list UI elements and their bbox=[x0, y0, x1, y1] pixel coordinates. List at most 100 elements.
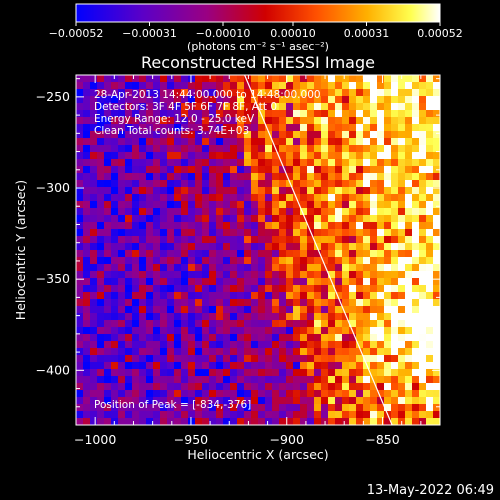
heatmap-cell bbox=[251, 82, 259, 90]
heatmap-cell bbox=[433, 292, 440, 300]
heatmap-cell bbox=[335, 124, 343, 132]
heatmap-cell bbox=[335, 334, 343, 342]
heatmap-cell bbox=[258, 411, 266, 419]
heatmap-cell bbox=[307, 208, 315, 216]
heatmap-cell bbox=[286, 215, 294, 223]
heatmap-cell bbox=[167, 201, 175, 209]
heatmap-cell bbox=[118, 166, 126, 174]
heatmap-cell bbox=[216, 222, 224, 230]
heatmap-cell bbox=[202, 369, 210, 377]
heatmap-cell bbox=[384, 96, 392, 104]
heatmap-cell bbox=[132, 292, 140, 300]
heatmap-cell bbox=[230, 264, 238, 272]
heatmap-cell bbox=[202, 397, 210, 405]
heatmap-cell bbox=[258, 362, 266, 370]
heatmap-cell bbox=[384, 110, 392, 118]
heatmap-cell bbox=[335, 264, 343, 272]
heatmap-cell bbox=[419, 348, 427, 356]
heatmap-cell bbox=[349, 96, 357, 104]
heatmap-cell bbox=[104, 222, 112, 230]
heatmap-cell bbox=[104, 180, 112, 188]
heatmap-cell bbox=[314, 159, 322, 167]
heatmap-cell bbox=[83, 236, 91, 244]
heatmap-cell bbox=[160, 243, 168, 251]
heatmap-cell bbox=[146, 117, 154, 125]
heatmap-cell bbox=[118, 327, 126, 335]
heatmap-cell bbox=[104, 341, 112, 349]
heatmap-cell bbox=[104, 159, 112, 167]
heatmap-cell bbox=[104, 75, 112, 83]
heatmap-cell bbox=[76, 159, 84, 167]
heatmap-cell bbox=[426, 250, 434, 258]
heatmap-cell bbox=[153, 138, 161, 146]
heatmap-cell bbox=[321, 397, 329, 405]
heatmap-cell bbox=[76, 187, 84, 195]
heatmap-cell bbox=[90, 334, 98, 342]
heatmap-cell bbox=[384, 271, 392, 279]
heatmap-cell bbox=[216, 89, 224, 97]
heatmap-cell bbox=[293, 187, 301, 195]
heatmap-cell bbox=[279, 117, 287, 125]
heatmap-cell bbox=[307, 313, 315, 321]
heatmap-cell bbox=[370, 159, 378, 167]
heatmap-cell bbox=[167, 131, 175, 139]
heatmap-cell bbox=[293, 404, 301, 412]
heatmap-cell bbox=[188, 152, 196, 160]
heatmap-cell bbox=[83, 166, 91, 174]
heatmap-cell bbox=[230, 362, 238, 370]
heatmap-cell bbox=[286, 194, 294, 202]
heatmap-cell bbox=[356, 96, 364, 104]
heatmap-cell bbox=[335, 383, 343, 391]
heatmap-cell bbox=[293, 180, 301, 188]
heatmap-cell bbox=[125, 208, 133, 216]
heatmap-cell bbox=[202, 341, 210, 349]
heatmap-cell bbox=[265, 152, 273, 160]
heatmap-cell bbox=[125, 243, 133, 251]
heatmap-cell bbox=[265, 369, 273, 377]
heatmap-cell bbox=[160, 159, 168, 167]
heatmap-cell bbox=[146, 404, 154, 412]
heatmap-cell bbox=[209, 180, 217, 188]
heatmap-cell bbox=[97, 362, 105, 370]
heatmap-cell bbox=[216, 313, 224, 321]
heatmap-cell bbox=[146, 292, 154, 300]
heatmap-cell bbox=[342, 180, 350, 188]
heatmap-cell bbox=[251, 411, 259, 419]
heatmap-cell bbox=[412, 264, 420, 272]
heatmap-cell bbox=[307, 201, 315, 209]
heatmap-cell bbox=[342, 355, 350, 363]
heatmap-cell bbox=[153, 243, 161, 251]
heatmap-cell bbox=[398, 229, 406, 237]
heatmap-cell bbox=[426, 180, 434, 188]
heatmap-cell bbox=[209, 131, 217, 139]
heatmap-cell bbox=[265, 411, 273, 419]
heatmap-cell bbox=[370, 173, 378, 181]
heatmap-cell bbox=[286, 180, 294, 188]
heatmap-cell bbox=[426, 390, 434, 398]
heatmap-cell bbox=[258, 82, 266, 90]
heatmap-cell bbox=[356, 131, 364, 139]
heatmap-cell bbox=[314, 180, 322, 188]
heatmap-cell bbox=[223, 404, 231, 412]
heatmap-cell bbox=[335, 411, 343, 419]
heatmap-cell bbox=[160, 257, 168, 265]
heatmap-cell bbox=[377, 173, 385, 181]
heatmap-cell bbox=[391, 222, 399, 230]
heatmap-cell bbox=[181, 89, 189, 97]
heatmap-cell bbox=[153, 355, 161, 363]
heatmap-cell bbox=[237, 145, 245, 153]
heatmap-cell bbox=[97, 166, 105, 174]
heatmap-cell bbox=[279, 145, 287, 153]
heatmap-cell bbox=[363, 418, 371, 425]
heatmap-cell bbox=[153, 404, 161, 412]
heatmap-cell bbox=[153, 124, 161, 132]
heatmap-cell bbox=[279, 236, 287, 244]
heatmap-cell bbox=[398, 138, 406, 146]
y-tick-label: −300 bbox=[36, 180, 70, 195]
heatmap-cell bbox=[314, 278, 322, 286]
heatmap-cell bbox=[90, 152, 98, 160]
heatmap-cell bbox=[279, 264, 287, 272]
heatmap-cell bbox=[111, 376, 119, 384]
heatmap-cell bbox=[181, 334, 189, 342]
heatmap-cell bbox=[83, 110, 91, 118]
